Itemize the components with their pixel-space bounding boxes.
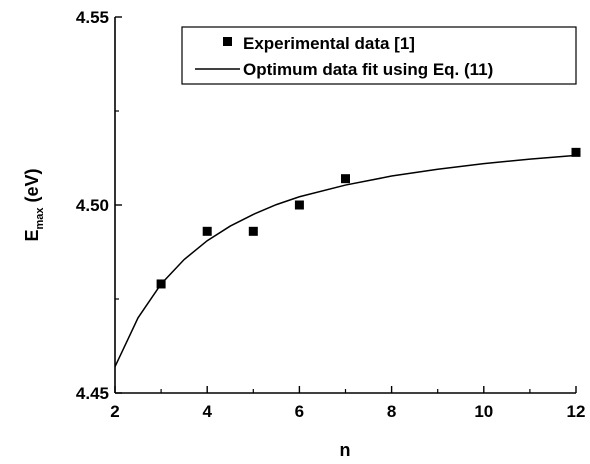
y-ticks: 4.45 4.50 4.55 (76, 8, 122, 403)
legend-box (181, 26, 577, 85)
legend-marker-square (223, 37, 232, 46)
legend: Experimental data [1] Optimum data fit u… (181, 26, 577, 85)
x-tick-label: 2 (110, 402, 119, 421)
x-axis-label: n (340, 440, 351, 460)
data-point (571, 147, 581, 157)
legend-entry-experimental: Experimental data [1] (243, 34, 415, 53)
x-tick-label: 10 (474, 402, 493, 421)
data-point (248, 226, 258, 236)
x-tick-label: 4 (202, 402, 212, 421)
y-tick-label: 4.55 (76, 8, 109, 27)
x-tick-label: 6 (295, 402, 304, 421)
y-axis-label-unit: (eV) (22, 168, 42, 207)
y-axis-label: Emax (eV) (22, 168, 46, 241)
y-tick-label: 4.50 (76, 196, 109, 215)
data-point (294, 200, 304, 210)
x-tick-label: 12 (567, 402, 586, 421)
data-point (202, 226, 212, 236)
y-tick-label: 4.45 (76, 384, 109, 403)
data-point (156, 279, 166, 289)
x-tick-label: 8 (387, 402, 396, 421)
svg-text:Emax (eV): Emax (eV) (22, 168, 46, 241)
x-ticks: 2 4 6 8 10 12 (110, 386, 585, 421)
legend-entry-fit: Optimum data fit using Eq. (11) (243, 60, 493, 79)
data-point (341, 174, 350, 184)
y-axis-label-subscript: max (34, 207, 46, 230)
y-axis-label-main: E (22, 230, 42, 242)
data-points (156, 147, 581, 289)
fit-curve (114, 154, 577, 367)
